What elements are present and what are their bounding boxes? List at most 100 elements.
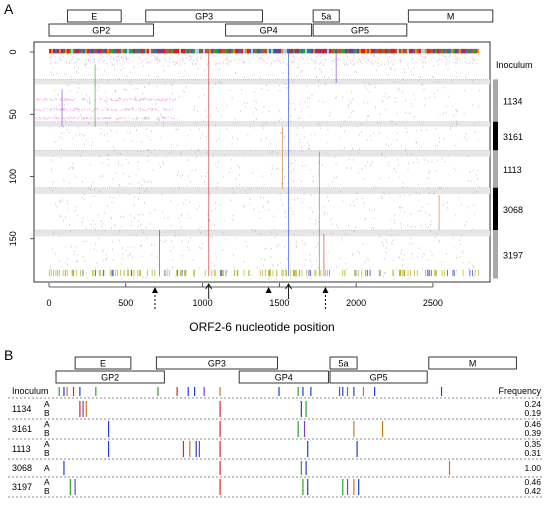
consensus-cell — [309, 48, 311, 54]
consensus-cell — [403, 48, 405, 54]
variant-speck — [75, 206, 77, 209]
consensus-cell — [179, 48, 181, 54]
variant-speck — [104, 106, 106, 109]
variant-speck — [349, 153, 351, 156]
variant-speck — [245, 240, 247, 243]
variant-speck — [383, 96, 385, 98]
streak-dot — [111, 109, 113, 111]
streak-dot — [106, 117, 108, 119]
consensus-cell — [253, 48, 255, 54]
streak-dot — [55, 118, 57, 120]
variant-speck — [458, 196, 460, 198]
variant-speck — [88, 122, 90, 124]
streak-dot — [63, 109, 65, 111]
consensus-cell — [335, 48, 337, 54]
variant-speck — [74, 67, 75, 69]
variant-speck — [214, 224, 216, 226]
variant-speck — [87, 101, 89, 103]
variant-speck — [110, 129, 112, 132]
variant-speck — [269, 269, 271, 271]
variant-speck — [199, 205, 200, 208]
variant-speck — [447, 207, 449, 209]
variant-speck — [424, 253, 426, 256]
variant-speck — [326, 152, 327, 155]
variant-speck — [280, 118, 282, 120]
consensus-cell — [225, 48, 227, 54]
streak-dot — [42, 109, 44, 111]
variant-speck — [353, 200, 354, 203]
variant-speck — [97, 214, 99, 217]
panel-a-heatmap — [35, 48, 490, 281]
streak-dot — [124, 108, 126, 110]
variant-speck — [402, 182, 404, 184]
variant-speck — [244, 152, 246, 155]
streak-dot — [115, 117, 117, 119]
haze-dot — [383, 63, 385, 66]
variant-speck — [373, 217, 375, 219]
variant-speck — [269, 276, 271, 279]
variant-speck — [351, 90, 352, 93]
variant-speck — [404, 149, 406, 152]
panel-b-letter: B — [4, 347, 13, 363]
haze-dot — [227, 58, 229, 60]
haze-dot — [332, 60, 334, 62]
consensus-cell — [387, 48, 389, 54]
variant-speck — [385, 156, 386, 158]
variant-speck — [147, 159, 149, 162]
haze-dot — [186, 54, 188, 57]
variant-speck — [273, 122, 275, 124]
variant-speck — [429, 170, 430, 173]
variant-speck — [472, 227, 474, 230]
haze-dot — [372, 63, 374, 66]
variant-speck — [115, 100, 117, 102]
consensus-cell — [441, 48, 443, 54]
variant-speck — [403, 68, 405, 70]
variant-speck — [200, 247, 202, 250]
variant-speck — [438, 58, 440, 61]
variant-speck — [314, 223, 316, 225]
variant-speck — [180, 226, 182, 229]
variant-speck — [267, 201, 268, 204]
haze-dot — [459, 58, 461, 61]
streak-dot — [140, 98, 142, 100]
consensus-cell — [413, 48, 415, 54]
variant-speck — [330, 218, 332, 221]
variant-speck — [366, 139, 368, 141]
variant-speck — [206, 115, 208, 118]
variant-speck — [62, 199, 64, 201]
variant-speck — [134, 97, 136, 100]
consensus-cell — [209, 48, 211, 54]
variant-speck — [226, 128, 228, 130]
variant-speck — [399, 257, 400, 259]
variant-speck — [177, 119, 179, 121]
variant-speck — [441, 188, 442, 190]
variant-speck — [332, 180, 334, 183]
variant-speck — [411, 69, 412, 72]
variant-speck — [398, 163, 400, 166]
variant-speck — [427, 203, 428, 205]
variant-speck — [334, 156, 336, 158]
streak-dot — [153, 98, 155, 100]
variant-speck — [195, 169, 196, 171]
variant-speck — [123, 88, 125, 91]
variant-speck — [312, 181, 314, 183]
variant-speck — [261, 258, 262, 260]
streak-dot — [163, 108, 165, 110]
variant-speck — [54, 141, 56, 144]
variant-speck — [315, 246, 317, 248]
variant-speck — [288, 229, 290, 232]
variant-speck — [235, 237, 237, 240]
streak-dot — [43, 116, 46, 118]
variant-speck — [233, 191, 234, 194]
haze-dot — [268, 55, 270, 57]
haze-dot — [446, 58, 448, 61]
variant-speck — [227, 270, 229, 272]
variant-speck — [171, 240, 173, 242]
variant-speck — [68, 167, 70, 170]
variant-speck — [144, 86, 145, 88]
consensus-cell — [461, 48, 463, 54]
consensus-cell — [99, 48, 101, 54]
consensus-cell — [157, 48, 159, 54]
variant-speck — [286, 257, 288, 260]
variant-speck — [472, 103, 473, 106]
